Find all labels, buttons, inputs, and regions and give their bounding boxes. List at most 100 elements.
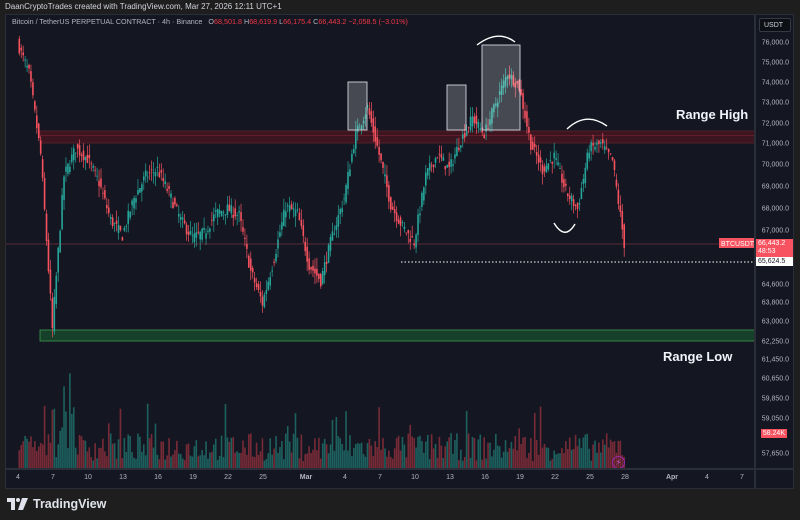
volume-bar — [526, 457, 528, 468]
volume-bar — [236, 451, 238, 468]
close-value: 66,443.2 — [318, 17, 347, 26]
volume-bar — [148, 438, 151, 468]
volume-bar — [22, 441, 24, 468]
volume-bar — [588, 448, 590, 468]
volume-bar — [323, 438, 326, 468]
volume-bar — [559, 453, 561, 468]
range-high-label: Range High — [676, 107, 749, 122]
candle-body — [209, 228, 211, 232]
candle-body — [594, 147, 596, 150]
candle-body — [304, 241, 307, 252]
low-value: 66,175.4 — [283, 17, 312, 26]
candle-body — [71, 154, 73, 162]
volume-bar — [465, 410, 468, 468]
volume-bar — [24, 436, 26, 468]
candle-body — [39, 140, 42, 154]
chart-pane[interactable]: BTCUSDT.P Bitcoin / TetherUS PERPETUAL C… — [5, 14, 755, 469]
low-key: L — [279, 17, 284, 26]
candle-body — [518, 80, 520, 91]
time-axis-label: 10 — [84, 474, 92, 481]
candle-body — [187, 231, 190, 235]
candle-body — [399, 217, 402, 226]
volume-bar — [456, 433, 458, 468]
candle-body — [358, 127, 361, 129]
candle-body — [376, 137, 378, 146]
price-axis-label: 68,000.0 — [761, 205, 789, 213]
candle-body — [520, 89, 522, 95]
candlestick-chart[interactable]: BTCUSDT.P — [6, 15, 755, 469]
candle-body — [222, 212, 225, 213]
volume-bar — [446, 441, 449, 468]
volume-bar — [255, 442, 258, 468]
time-axis-label: 22 — [551, 474, 559, 481]
candle-body — [201, 228, 203, 240]
candle-body — [230, 205, 233, 214]
volume-bar — [37, 446, 40, 468]
candle-body — [444, 166, 447, 170]
candle-body — [580, 188, 583, 200]
time-axis-label: 22 — [224, 474, 232, 481]
price-axis-label: 74,000.0 — [761, 79, 789, 87]
volume-bar — [508, 448, 511, 468]
symbol-tag-text: BTCUSDT.P — [721, 241, 755, 248]
volume-bar — [183, 460, 186, 468]
candle-body — [111, 217, 114, 227]
volume-bar — [403, 444, 406, 468]
time-axis-label: 10 — [411, 474, 419, 481]
volume-bar — [568, 437, 571, 468]
time-axis[interactable]: 4 7 10 13 16 19 22 25 Mar 4 7 10 13 16 19 22 25 28 Apr 4 7 — [5, 469, 755, 489]
volume-bar — [580, 448, 583, 468]
volume-bar — [440, 445, 443, 468]
volume-bar — [510, 441, 513, 468]
volume-bar — [463, 457, 466, 468]
candle-body — [67, 163, 69, 174]
candle-body — [541, 164, 544, 175]
volume-bar — [249, 433, 252, 468]
candle-body — [286, 205, 289, 207]
candle-body — [495, 103, 497, 106]
candle-body — [224, 214, 227, 216]
price-axis-label: 75,000.0 — [761, 59, 789, 67]
candle-body — [401, 222, 404, 223]
candle-body — [234, 208, 236, 217]
volume-bar — [240, 452, 242, 468]
candle-body — [510, 75, 513, 80]
candle-body — [360, 125, 363, 130]
volume-bar — [135, 458, 137, 468]
volume-bar — [485, 458, 487, 468]
candle-body — [487, 127, 489, 129]
candle-body — [397, 219, 400, 224]
candle-body — [109, 217, 112, 219]
candle-body — [374, 126, 377, 142]
candle-body — [454, 154, 456, 159]
volume-bar — [39, 442, 42, 468]
volume-bar — [574, 434, 577, 468]
volume-bar — [393, 448, 396, 468]
candle-body — [20, 47, 23, 51]
volume-bar — [372, 456, 375, 468]
volume-bar — [189, 455, 192, 468]
volume-bar — [496, 445, 499, 468]
candle-body — [213, 214, 215, 222]
volume-bar — [582, 437, 585, 468]
candle-body — [576, 203, 579, 210]
volume-bar — [273, 448, 275, 468]
volume-bar — [84, 440, 87, 468]
candle-body — [191, 235, 194, 237]
lightning-icon[interactable]: ⚡ — [612, 456, 625, 468]
candle-body — [216, 209, 219, 218]
candle-body — [584, 167, 587, 184]
candle-body — [479, 128, 482, 130]
range-low-zone — [39, 329, 754, 342]
candle-body — [150, 169, 153, 171]
currency-unit-button[interactable]: USDT — [759, 18, 791, 32]
tradingview-logo[interactable]: TradingView — [7, 497, 106, 511]
price-axis[interactable]: USDT 76,000.0 75,000.0 74,000.0 73,000.0 72,… — [755, 14, 794, 469]
volume-bar — [555, 454, 557, 468]
price-axis-label: 60,650.0 — [761, 375, 789, 383]
volume-bar — [61, 427, 63, 468]
volume-bar — [461, 460, 464, 468]
candle-body — [22, 52, 24, 56]
candle-body — [61, 195, 63, 229]
volume-bar — [63, 386, 65, 468]
